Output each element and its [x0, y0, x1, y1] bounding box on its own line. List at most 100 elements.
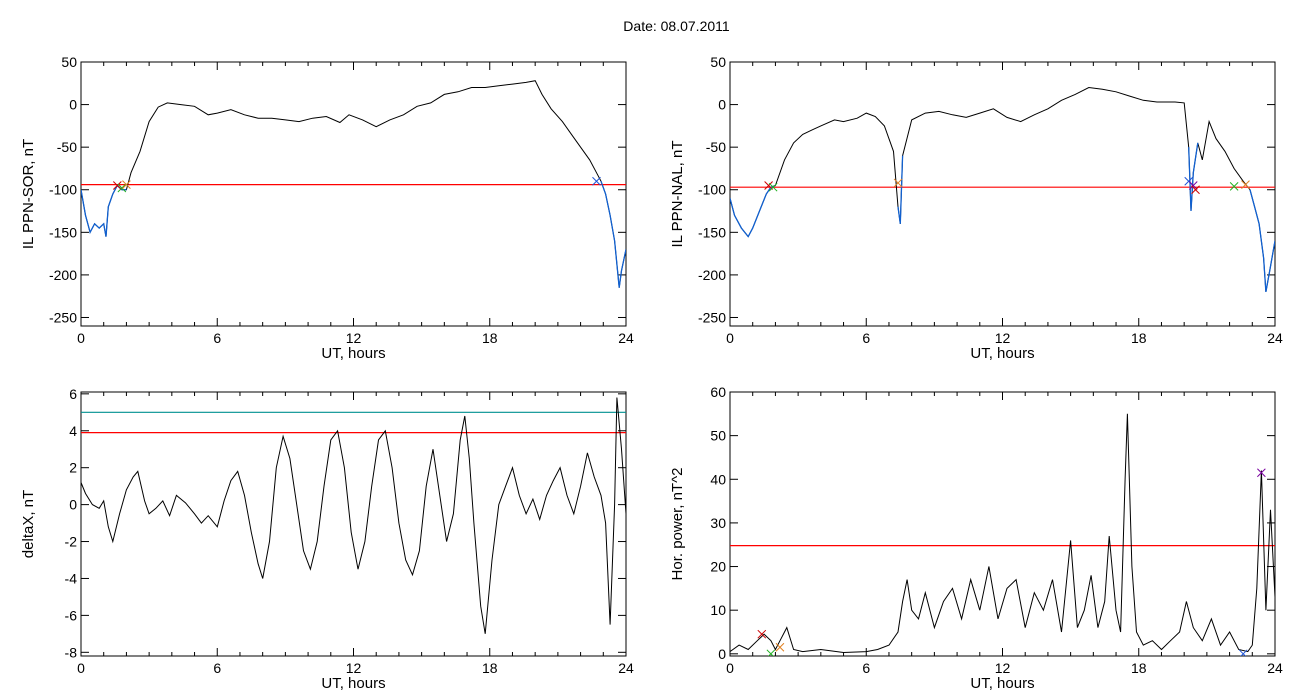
x-tick-label: 0	[77, 660, 85, 676]
data-marker	[764, 181, 773, 190]
y-tick-label: 10	[710, 602, 726, 618]
data-marker	[1229, 181, 1239, 191]
x-tick-label: 18	[482, 330, 498, 346]
data-marker	[1238, 649, 1248, 656]
x-tick-label: 12	[346, 660, 362, 676]
y-tick-label: -6	[65, 607, 78, 623]
x-axis-label: UT, hours	[321, 345, 385, 362]
highlight-segment	[1249, 189, 1275, 293]
marker-stroke	[775, 642, 785, 652]
y-tick-label: -150	[49, 224, 77, 240]
x-tick-label: 18	[1131, 660, 1147, 676]
y-tick-label: 50	[710, 54, 726, 70]
y-tick-label: 0	[69, 97, 77, 113]
y-tick-label: 4	[69, 423, 77, 439]
x-tick-label: 6	[213, 660, 221, 676]
y-tick-label: 0	[69, 497, 77, 513]
chart-panel-3: 0 6 12 18 24 6 4 2 0 -2 -4 -6 -8 UT, hours deltaX, nT	[20, 386, 634, 692]
data-marker	[893, 178, 903, 188]
marker-stroke	[1184, 176, 1194, 186]
data-marker	[757, 629, 767, 639]
marker-stroke	[1240, 649, 1248, 656]
y-tick-label: 20	[710, 559, 726, 575]
highlight-segment	[730, 184, 776, 238]
x-tick-label: 12	[995, 330, 1011, 346]
y-axis-label: Hor. power, nT^2	[669, 468, 686, 581]
plot-frame	[729, 391, 1276, 657]
y-tick-label: -200	[49, 267, 77, 283]
marker-stroke	[1188, 181, 1198, 190]
y-tick-label: -2	[65, 534, 78, 550]
y-tick-label: -200	[698, 267, 726, 283]
marker-stroke	[1241, 180, 1250, 189]
chart-panel-1: 0 6 12 18 24 50 0 -50 -100 -150 -200 -250 UT, hours I…	[20, 54, 634, 362]
marker-stroke	[768, 182, 778, 192]
data-marker	[122, 180, 131, 189]
plot-data-group	[730, 86, 1275, 293]
data-marker	[592, 176, 601, 186]
highlight-segment	[600, 180, 626, 288]
x-tick-label: 6	[862, 330, 870, 346]
x-tick-label: 18	[1131, 330, 1147, 346]
x-tick-label: 24	[1267, 660, 1283, 676]
y-tick-label: 50	[710, 428, 726, 444]
series-line	[81, 397, 626, 634]
data-marker	[766, 649, 776, 656]
highlight-segment	[1188, 142, 1199, 212]
marker-stroke	[893, 178, 903, 188]
y-tick-label: -250	[49, 309, 77, 325]
y-tick-label: 6	[69, 386, 77, 402]
x-tick-label: 12	[995, 660, 1011, 676]
x-axis-label: UT, hours	[970, 675, 1034, 692]
y-tick-label: 2	[69, 460, 77, 476]
marker-stroke	[592, 176, 601, 186]
data-marker	[1241, 180, 1250, 189]
highlight-segment	[897, 155, 904, 224]
marker-stroke	[1229, 181, 1239, 191]
y-tick-label: 50	[61, 54, 77, 70]
marker-stroke	[1257, 468, 1266, 478]
marker-stroke	[122, 180, 131, 189]
y-tick-label: -250	[698, 309, 726, 325]
data-marker	[775, 642, 785, 652]
series-line	[730, 86, 1275, 292]
data-marker	[1188, 181, 1198, 190]
x-tick-label: 0	[726, 330, 734, 346]
page-title: Date: 08.07.2011	[623, 18, 730, 34]
x-tick-label: 0	[726, 660, 734, 676]
x-axis-label: UT, hours	[321, 675, 385, 692]
plot-frame	[729, 61, 1276, 327]
x-tick-label: 24	[1267, 330, 1283, 346]
chart-panel-2: 0 6 12 18 24 50 0 -50 -100 -150 -200 -250 UT, hours I…	[669, 54, 1283, 362]
y-tick-label: 60	[710, 384, 726, 400]
x-axis-label: UT, hours	[970, 345, 1034, 362]
data-marker	[1257, 468, 1266, 478]
y-tick-label: 0	[718, 97, 726, 113]
y-tick-label: -50	[706, 139, 726, 155]
y-tick-label: -4	[65, 570, 78, 586]
x-tick-label: 6	[862, 660, 870, 676]
marker-stroke	[117, 183, 127, 193]
y-tick-label: -8	[65, 644, 78, 660]
x-tick-label: 24	[618, 660, 634, 676]
y-tick-label: 40	[710, 471, 726, 487]
plot-data-group	[730, 413, 1275, 656]
marker-stroke	[112, 181, 122, 190]
data-marker	[117, 183, 127, 193]
plot-frame	[80, 61, 627, 327]
plot-data-group	[81, 80, 626, 288]
marker-stroke	[757, 629, 767, 639]
y-tick-label: 0	[718, 646, 726, 662]
y-axis-label: IL PPN-NAL, nT	[669, 141, 686, 248]
x-tick-label: 24	[618, 330, 634, 346]
y-tick-label: 30	[710, 515, 726, 531]
data-marker	[1191, 185, 1200, 195]
x-tick-label: 6	[213, 330, 221, 346]
x-tick-label: 12	[346, 330, 362, 346]
marker-stroke	[767, 649, 776, 656]
marker-stroke	[1191, 185, 1200, 195]
data-marker	[768, 182, 778, 192]
plot-data-group	[81, 397, 626, 634]
marker-stroke	[764, 181, 773, 190]
